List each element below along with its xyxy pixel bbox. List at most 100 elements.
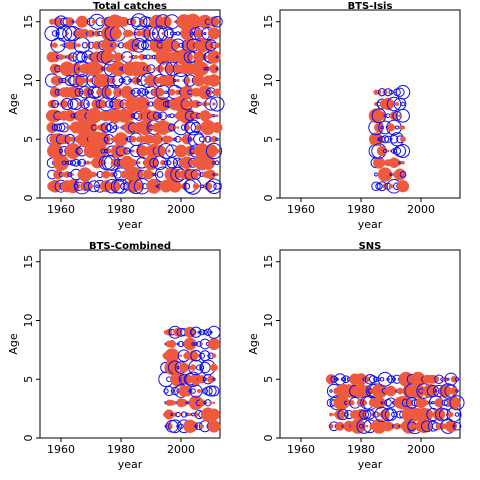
positive-residual <box>85 160 91 165</box>
positive-residual <box>128 167 144 182</box>
negative-residual <box>53 123 63 132</box>
panel-title: BTS-Combined <box>89 241 171 252</box>
negative-residual <box>329 389 333 393</box>
positive-residual <box>118 16 130 27</box>
positive-residual <box>160 16 172 28</box>
positive-residual <box>380 424 384 428</box>
negative-residual <box>189 328 197 336</box>
positive-residual <box>158 137 162 141</box>
positive-residual <box>173 161 177 165</box>
negative-residual <box>335 377 339 381</box>
negative-residual <box>88 89 94 96</box>
positive-residual <box>87 29 95 38</box>
negative-residual <box>364 373 376 385</box>
positive-residual <box>207 50 221 64</box>
positive-residual <box>203 182 213 191</box>
x-axis-label: year <box>358 218 383 231</box>
x-tick-label: 1960 <box>47 443 75 456</box>
x-tick-label: 1980 <box>107 203 135 216</box>
positive-residual <box>140 99 150 109</box>
negative-residual <box>454 412 460 417</box>
positive-residual <box>173 354 177 358</box>
positive-residual <box>199 424 205 429</box>
positive-residual <box>83 20 87 24</box>
negative-residual <box>368 375 378 384</box>
positive-residual <box>211 353 217 359</box>
negative-residual <box>72 50 86 64</box>
positive-residual <box>161 149 165 153</box>
negative-residual <box>80 90 84 94</box>
y-tick-label: 0 <box>22 195 35 202</box>
negative-residual <box>151 25 169 42</box>
negative-residual <box>205 180 217 192</box>
y-tick-label: 0 <box>262 435 275 442</box>
positive-residual <box>398 114 402 118</box>
negative-residual <box>359 409 369 420</box>
negative-residual <box>178 423 184 429</box>
negative-residual <box>112 125 118 130</box>
positive-residual <box>62 134 72 144</box>
positive-residual <box>434 398 444 408</box>
positive-residual <box>161 67 165 71</box>
positive-residual <box>212 401 216 405</box>
positive-residual <box>52 42 58 49</box>
negative-residual <box>71 158 81 167</box>
negative-residual <box>83 161 87 165</box>
positive-residual <box>126 38 140 52</box>
x-tick-label: 1980 <box>347 443 375 456</box>
negative-residual <box>212 377 216 381</box>
negative-residual <box>206 178 222 195</box>
negative-residual <box>395 85 411 100</box>
x-axis-label: year <box>358 458 383 471</box>
negative-residual <box>170 31 174 36</box>
positive-residual <box>383 170 393 179</box>
positive-residual <box>91 19 97 24</box>
positive-residual <box>187 350 199 361</box>
positive-residual <box>167 149 171 153</box>
positive-residual <box>450 387 458 395</box>
negative-residual <box>128 78 132 83</box>
y-axis-label: Age <box>247 93 260 115</box>
negative-residual <box>105 100 113 108</box>
negative-residual <box>158 143 174 159</box>
negative-residual <box>399 171 407 178</box>
negative-residual <box>88 180 100 193</box>
negative-residual <box>100 148 106 154</box>
negative-residual <box>385 113 391 119</box>
positive-residual <box>47 99 57 109</box>
positive-residual <box>137 119 153 136</box>
negative-residual <box>452 421 462 431</box>
negative-residual <box>209 96 225 112</box>
negative-residual <box>156 171 164 178</box>
negative-residual <box>122 76 132 85</box>
positive-residual <box>133 54 139 60</box>
panel-bts-isis: BTS-Isis year Age 1960 1980 2000 0 5 10 15 <box>247 1 461 231</box>
negative-residual <box>163 388 169 394</box>
positive-residual <box>155 161 159 165</box>
positive-residual <box>215 114 219 118</box>
positive-residual <box>368 132 384 147</box>
positive-residual <box>206 169 216 180</box>
positive-residual <box>329 412 333 417</box>
positive-residual <box>120 85 134 99</box>
y-axis-label: Age <box>247 333 260 355</box>
positive-residual <box>208 408 220 421</box>
positive-residual <box>389 111 399 121</box>
panel-title: Total catches <box>93 1 167 12</box>
negative-residual <box>103 154 121 171</box>
positive-residual <box>187 420 199 432</box>
positive-residual <box>189 364 197 371</box>
positive-residual <box>400 125 406 130</box>
residual-bubbles <box>368 85 411 194</box>
negative-residual <box>446 377 450 381</box>
positive-residual <box>377 111 387 121</box>
panel-title: SNS <box>359 241 382 252</box>
positive-residual <box>131 76 141 85</box>
negative-residual <box>175 31 181 36</box>
positive-residual <box>181 134 193 145</box>
positive-residual <box>209 63 219 74</box>
positive-residual <box>53 75 63 86</box>
negative-residual <box>215 55 219 59</box>
positive-residual <box>388 184 394 189</box>
